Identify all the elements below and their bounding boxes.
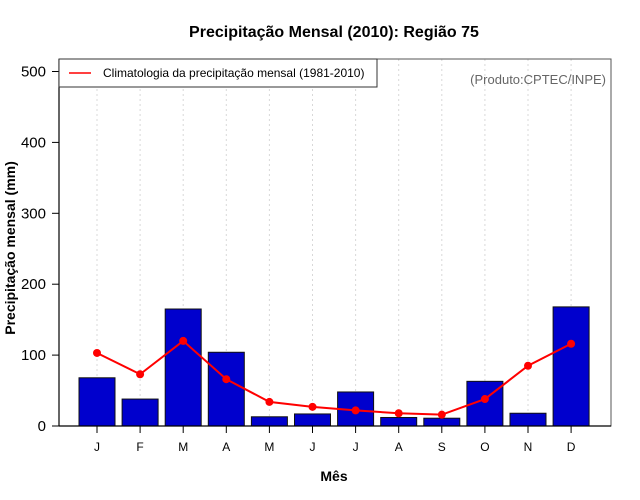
bar-6 xyxy=(294,413,331,427)
x-tick-label: J xyxy=(310,440,316,454)
y-axis-label: Precipitação mensal (mm) xyxy=(2,161,18,335)
bar-8 xyxy=(380,416,418,427)
climatology-point-6 xyxy=(308,402,317,411)
x-tick-label: A xyxy=(222,440,230,454)
climatology-point-5 xyxy=(265,397,274,406)
x-tick-label: N xyxy=(524,440,533,454)
climatology-point-8 xyxy=(394,409,403,418)
climatology-point-12 xyxy=(567,339,576,348)
y-tick-label: 200 xyxy=(21,276,46,293)
climatology-point-2 xyxy=(136,370,145,379)
climatology-point-11 xyxy=(524,361,532,370)
x-tick-label: A xyxy=(395,440,403,454)
x-axis-label: Mês xyxy=(320,468,347,484)
bar-12 xyxy=(552,306,590,427)
climatology-point-7 xyxy=(351,406,360,415)
bar-2 xyxy=(121,398,159,427)
y-tick-label: 100 xyxy=(21,347,46,364)
x-tick-label: M xyxy=(178,440,188,454)
climatology-point-4 xyxy=(222,375,231,384)
climatology-polyline xyxy=(96,339,572,416)
bar-3 xyxy=(164,308,202,427)
chart-title: Precipitação Mensal (2010): Região 75 xyxy=(189,24,479,41)
bar-9 xyxy=(423,417,461,427)
bar-11 xyxy=(509,412,547,427)
y-tick-label: 400 xyxy=(21,134,46,151)
x-tick-label: J xyxy=(353,440,359,454)
legend-label: Climatologia da precipitação mensal (198… xyxy=(103,66,364,80)
climatology-point-1 xyxy=(93,348,101,357)
y-tick-label: 0 xyxy=(38,418,46,435)
legend-box xyxy=(58,58,378,88)
x-tick-label: J xyxy=(94,440,100,454)
bar-1 xyxy=(78,377,116,427)
climatology-point-3 xyxy=(179,336,188,345)
climatology-point-10 xyxy=(480,395,489,404)
bars xyxy=(78,306,590,427)
x-tick-label: F xyxy=(136,440,143,454)
x-tick-label: S xyxy=(438,440,446,454)
bar-5 xyxy=(250,416,288,427)
x-tick-label: M xyxy=(264,440,274,454)
climatology-point-9 xyxy=(437,410,446,419)
y-tick-label: 500 xyxy=(21,64,46,81)
y-tick-label: 300 xyxy=(21,205,46,222)
climatology-line xyxy=(93,336,576,419)
credit-annotation: (Produto:CPTEC/INPE) xyxy=(470,72,606,87)
x-tick-label: D xyxy=(567,440,576,454)
bar-4 xyxy=(207,351,245,427)
legend: Climatologia da precipitação mensal (198… xyxy=(58,58,378,88)
y-ticks: 0 100 200 300 400 500 xyxy=(21,64,59,435)
x-tick-label: O xyxy=(480,440,489,454)
